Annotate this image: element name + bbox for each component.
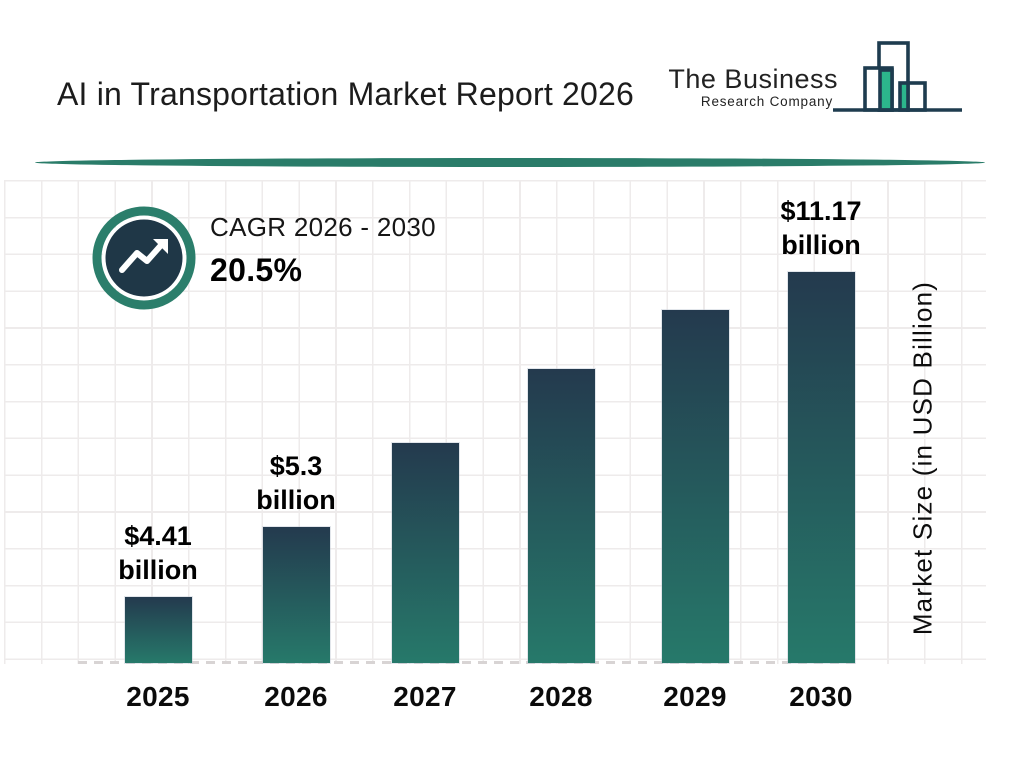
cagr-value: 20.5% bbox=[210, 252, 303, 288]
bar-2029 bbox=[661, 310, 729, 663]
x-axis-label-2030: 2030 bbox=[789, 681, 853, 712]
company-logo: The Business Research Company bbox=[668, 34, 1000, 126]
bar-2026 bbox=[262, 527, 330, 663]
chart-baseline-dashed bbox=[78, 661, 858, 664]
x-axis-label-2026: 2026 bbox=[264, 681, 328, 712]
bar-value-label-2030: $11.17 billion bbox=[780, 196, 862, 260]
logo-subtitle-text: Research Company bbox=[700, 94, 833, 109]
page-title: AI in Transportation Market Report 2026 bbox=[57, 76, 634, 113]
bar-2025 bbox=[124, 597, 192, 663]
bar-2028 bbox=[527, 369, 595, 663]
x-axis-label-2025: 2025 bbox=[126, 681, 190, 712]
x-axis-label-2029: 2029 bbox=[663, 681, 727, 712]
bar-2027 bbox=[391, 443, 459, 663]
bar-chart-skyline-icon bbox=[833, 41, 962, 112]
bar-value-label-2025: $4.41 billion bbox=[118, 521, 198, 585]
logo-name-text: The Business bbox=[668, 64, 838, 94]
cagr-period-label: CAGR 2026 - 2030 bbox=[210, 212, 436, 242]
x-axis-label-2028: 2028 bbox=[529, 681, 593, 712]
x-axis-label-2027: 2027 bbox=[393, 681, 457, 712]
bar-value-label-2026: $5.3 billion bbox=[256, 451, 336, 515]
bar-2030 bbox=[787, 272, 855, 663]
trending-up-icon bbox=[92, 206, 196, 310]
section-divider bbox=[35, 158, 985, 167]
